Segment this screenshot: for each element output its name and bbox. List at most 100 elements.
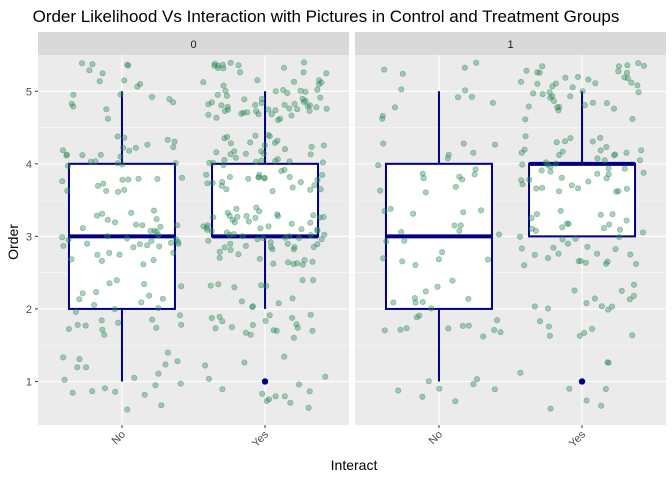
data-point (215, 65, 222, 72)
data-point (456, 173, 463, 180)
data-point (410, 210, 417, 217)
data-point (598, 402, 605, 409)
data-point (224, 209, 231, 216)
data-point (262, 317, 269, 324)
data-point (635, 60, 642, 67)
data-point (284, 90, 291, 97)
data-point (575, 258, 582, 265)
jitter-points-No (375, 59, 504, 405)
data-point (528, 215, 535, 222)
chart-title: Order Likelihood Vs Interaction with Pic… (33, 7, 620, 26)
data-point (98, 257, 105, 264)
data-point (413, 314, 420, 321)
y-tick-label: 1 (26, 376, 32, 388)
data-point (456, 227, 463, 234)
data-point (266, 396, 273, 403)
data-point (215, 281, 222, 288)
data-point (308, 143, 315, 150)
data-point (272, 393, 279, 400)
data-point (208, 99, 215, 106)
data-point (289, 314, 296, 321)
data-point (231, 219, 238, 226)
data-point (521, 262, 528, 269)
data-point (224, 92, 231, 99)
data-point (155, 232, 162, 239)
data-point (89, 388, 96, 395)
data-point (115, 319, 122, 326)
data-point (288, 220, 295, 227)
data-point (317, 186, 324, 193)
data-point (76, 296, 83, 303)
data-point (395, 387, 402, 394)
data-point (623, 69, 630, 76)
data-point (134, 83, 141, 90)
data-point (86, 67, 93, 74)
data-point (603, 100, 610, 107)
data-point (493, 317, 500, 324)
data-point (70, 103, 77, 110)
data-point (64, 187, 71, 194)
data-point (547, 168, 554, 175)
data-point (159, 295, 166, 302)
data-point (636, 157, 643, 164)
data-point (444, 155, 451, 162)
data-point (266, 312, 273, 319)
data-point (628, 79, 635, 86)
data-point (457, 222, 464, 229)
data-point (153, 216, 160, 223)
data-point (203, 171, 210, 178)
data-point (497, 329, 504, 336)
data-point (273, 327, 280, 334)
data-point (96, 78, 103, 85)
data-point (411, 295, 418, 302)
data-point (131, 374, 138, 381)
data-point (265, 106, 272, 113)
data-point (104, 115, 111, 122)
x-axis-label: Interact (331, 457, 378, 473)
data-point (133, 221, 140, 228)
data-point (252, 132, 259, 139)
data-point (575, 185, 582, 192)
data-point (93, 289, 100, 296)
data-point (98, 317, 105, 324)
data-point (555, 188, 562, 195)
data-point (221, 244, 228, 251)
data-point (102, 385, 109, 392)
data-point (235, 251, 242, 258)
data-point (104, 233, 111, 240)
data-point (559, 236, 566, 243)
data-point (381, 208, 388, 215)
data-point (533, 211, 540, 218)
data-point (310, 277, 317, 284)
data-point (559, 224, 566, 231)
data-point (294, 324, 301, 331)
data-point (220, 162, 227, 169)
data-point (616, 234, 623, 241)
data-point (634, 82, 641, 89)
data-point (79, 60, 86, 67)
data-point (302, 97, 309, 104)
data-point (612, 246, 619, 253)
data-point (397, 326, 404, 333)
data-point (69, 389, 76, 396)
data-point (245, 218, 252, 225)
data-point (491, 326, 498, 333)
data-point (380, 140, 387, 147)
data-point (638, 147, 645, 154)
data-point (92, 158, 99, 165)
data-point (300, 69, 307, 76)
data-point (383, 238, 390, 245)
data-point (295, 381, 302, 388)
data-point (132, 144, 139, 151)
data-point (539, 184, 546, 191)
data-point (559, 148, 566, 155)
data-point (94, 251, 101, 258)
data-point (156, 243, 163, 250)
data-point (287, 399, 294, 406)
data-point (170, 144, 177, 151)
data-point (579, 88, 586, 95)
data-point (242, 242, 249, 249)
data-point (310, 212, 317, 219)
data-point (265, 132, 272, 139)
data-point (605, 306, 612, 313)
